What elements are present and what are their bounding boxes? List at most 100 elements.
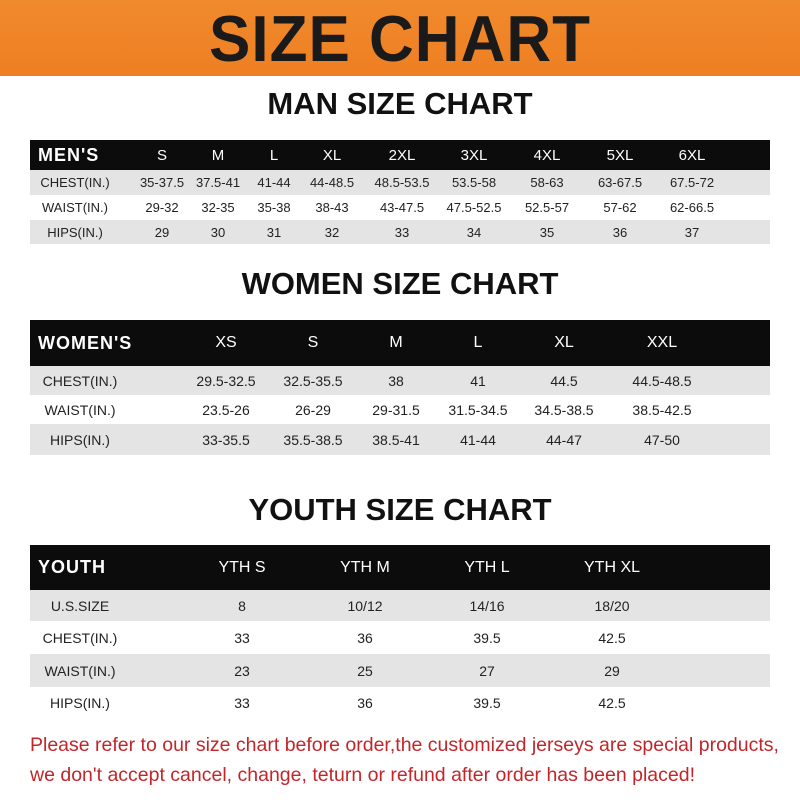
table-row: HIPS(IN.) 33-35.5 35.5-38.5 38.5-41 41-44 44-…	[30, 424, 770, 455]
table-cell: 38.5-41	[372, 431, 420, 448]
table-cell: 42.5	[598, 629, 626, 646]
banner-title: SIZE CHART	[209, 3, 591, 76]
table-cell: 29-32	[145, 200, 179, 215]
table-cell: 41	[470, 372, 486, 389]
size-column-header: L	[269, 146, 279, 164]
table-row: CHEST(IN.) 29.5-32.5 32.5-35.5 38 41 44.5 44.5…	[30, 366, 770, 395]
table-cell: 67.5-72	[669, 175, 715, 190]
table-cell: 39.5	[473, 695, 501, 711]
size-column-header: M	[389, 334, 403, 351]
table-cell: 63-67.5	[597, 175, 643, 190]
table-cell: 44.5	[550, 372, 578, 389]
size-column-header: YTH XL	[583, 558, 641, 576]
table-cell: 35-38	[257, 200, 291, 215]
table-cell: 32	[324, 224, 340, 240]
table-cell: 33	[394, 224, 410, 240]
women-size-table: WOMEN'S XS S M L XL XXL CHEST(IN.) 29.5-32.5 32.5…	[30, 320, 770, 455]
header-banner: SIZE CHART	[0, 0, 800, 76]
size-column-header: YTH S	[218, 558, 266, 576]
header-row: WOMEN'S XS S M L XL XXL	[30, 320, 770, 366]
notice-line-2: we don't accept cancel, change, teturn o…	[30, 764, 695, 786]
table-cell: 29-31.5	[372, 401, 420, 418]
table-cell: 43-47.5	[379, 200, 425, 215]
table-cell: 44.5-48.5	[632, 372, 692, 389]
table-cell: 38.5-42.5	[632, 401, 692, 418]
table-cell: 47.5-52.5	[446, 200, 502, 215]
row-label: CHEST(IN.)	[42, 372, 118, 389]
table-cell: 32.5-35.5	[283, 372, 343, 389]
women-section-title: WOMEN SIZE CHART	[241, 266, 559, 301]
table-cell: 37	[684, 224, 700, 240]
size-column-header: S	[156, 146, 168, 164]
table-cell: 35.5-38.5	[283, 431, 343, 448]
row-label: HIPS(IN.)	[50, 695, 110, 711]
table-cell: 62-66.5	[669, 200, 715, 215]
table-cell: 47-50	[644, 431, 680, 448]
row-label: U.S.SIZE	[50, 597, 110, 614]
row-label: HIPS(IN.)	[50, 431, 110, 448]
notice-line-1: Please refer to our size chart before or…	[30, 734, 779, 756]
size-column-header: 3XL	[460, 146, 488, 164]
row-label: WAIST(IN.)	[44, 401, 116, 418]
size-column-header: 4XL	[533, 146, 561, 164]
table-cell: 34	[466, 224, 482, 240]
table-cell: 39.5	[473, 629, 501, 646]
table-cell: 57-62	[603, 200, 637, 215]
table-row: WAIST(IN.) 23.5-26 26-29 29-31.5 31.5-34.5 34…	[30, 395, 770, 424]
table-cell: 29	[154, 224, 170, 240]
table-cell: 26-29	[295, 401, 331, 418]
men-size-table: MEN'S S M L XL 2XL 3XL 4XL 5XL 6XL CHEST(IN.) 35-37…	[30, 140, 770, 244]
table-cell: 33	[234, 629, 250, 646]
header-row: YOUTH YTH S YTH M YTH L YTH XL	[30, 545, 770, 590]
table-cell: 36	[357, 695, 373, 711]
table-heading: YOUTH	[38, 557, 106, 577]
table-cell: 58-63	[530, 175, 564, 190]
table-row: CHEST(IN.) 33 36 39.5 42.5	[30, 621, 770, 654]
table-cell: 27	[479, 662, 495, 679]
size-column-header: XL	[322, 146, 342, 164]
size-column-header: YTH M	[340, 558, 390, 576]
header-row: MEN'S S M L XL 2XL 3XL 4XL 5XL 6XL	[30, 140, 770, 170]
size-column-header: 5XL	[606, 146, 634, 164]
table-cell: 25	[357, 662, 373, 679]
table-cell: 38-43	[315, 200, 349, 215]
table-heading: WOMEN'S	[38, 332, 133, 353]
table-cell: 30	[210, 224, 226, 240]
table-cell: 23	[234, 662, 250, 679]
youth-size-table: YOUTH YTH S YTH M YTH L YTH XL U.S.SIZE 8 10/12…	[30, 545, 770, 719]
table-cell: 29.5-32.5	[196, 372, 256, 389]
row-label: HIPS(IN.)	[47, 224, 103, 240]
size-column-header: XXL	[646, 334, 678, 351]
table-cell: 53.5-58	[451, 175, 497, 190]
table-row: WAIST(IN.) 29-32 32-35 35-38 38-43 43-47.5 47.…	[30, 195, 770, 220]
table-cell: 35	[539, 224, 555, 240]
table-cell: 41-44	[460, 431, 496, 448]
table-cell: 42.5	[598, 695, 626, 711]
table-cell: 18/20	[594, 597, 630, 614]
table-cell: 33-35.5	[202, 431, 250, 448]
table-heading: MEN'S	[38, 144, 100, 165]
men-section-title: MAN SIZE CHART	[267, 86, 533, 121]
table-cell: 32-35	[201, 200, 235, 215]
table-cell: 44-48.5	[309, 175, 355, 190]
table-cell: 33	[234, 695, 250, 711]
table-cell: 8	[238, 597, 246, 614]
table-cell: 36	[357, 629, 373, 646]
size-column-header: M	[211, 146, 225, 164]
size-column-header: 2XL	[388, 146, 416, 164]
youth-section-title: YOUTH SIZE CHART	[248, 492, 552, 527]
table-row: HIPS(IN.) 33 36 39.5 42.5	[30, 687, 770, 719]
table-cell: 31	[266, 224, 282, 240]
table-cell: 36	[612, 224, 628, 240]
table-row: WAIST(IN.) 23 25 27 29	[30, 654, 770, 687]
row-label: WAIST(IN.)	[44, 662, 116, 679]
table-cell: 38	[388, 372, 404, 389]
size-column-header: L	[473, 334, 483, 351]
size-column-header: YTH L	[464, 558, 510, 576]
table-cell: 10/12	[347, 597, 383, 614]
row-label: CHEST(IN.)	[40, 175, 110, 190]
size-column-header: S	[307, 334, 319, 351]
row-label: WAIST(IN.)	[42, 200, 108, 215]
table-cell: 37.5-41	[195, 175, 241, 190]
size-column-header: XS	[215, 334, 237, 351]
